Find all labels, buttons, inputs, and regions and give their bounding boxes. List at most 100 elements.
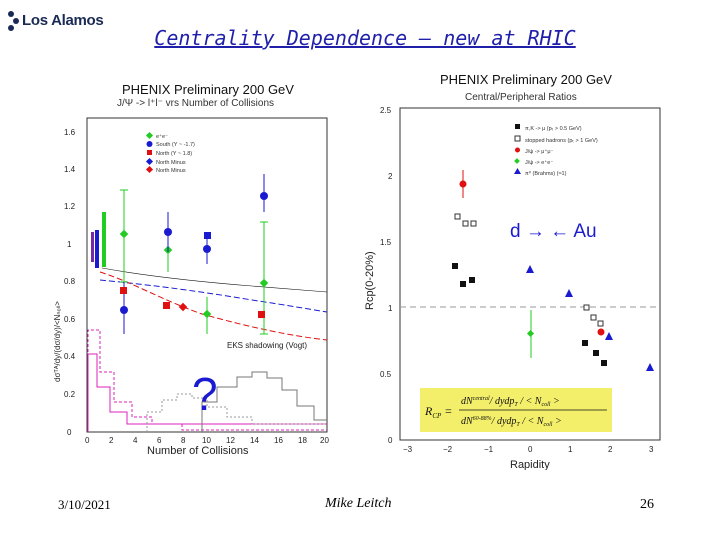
left-xtick: 12 <box>226 436 235 445</box>
left-xtick: 10 <box>202 436 211 445</box>
left-plot-frame <box>86 117 328 433</box>
left-ytick: 0.2 <box>64 390 76 399</box>
formula-numerator: dNcentral/ dydpT / < Ncoll > <box>461 396 560 408</box>
left-annotation: EKS shadowing (Vogt) <box>227 341 307 350</box>
right-xlabel: Rapidity <box>510 459 550 470</box>
right-point-open <box>470 220 477 227</box>
left-legend-item: e⁺e⁻ <box>156 133 168 140</box>
right-ytick: 0.5 <box>380 370 392 379</box>
left-point-blue <box>164 228 172 236</box>
right-y-ticks: 0 0.5 1 1.5 2 2.5 <box>380 106 393 445</box>
left-point-blue <box>203 245 211 253</box>
right-legend-item: π⁰ (Brahms) (≈1) <box>525 170 567 177</box>
right-plot-frame <box>399 107 661 441</box>
left-point-blue <box>260 192 268 200</box>
left-xtick: 18 <box>298 436 307 445</box>
rcp-formula: RCP = dNcentral/ dydpT / < Ncoll > dN60-… <box>420 388 612 432</box>
right-series-triangle <box>526 265 654 371</box>
left-plot-title: PHENIX Preliminary 200 GeV <box>122 82 294 97</box>
left-series-green <box>119 189 269 335</box>
right-series-black <box>452 263 607 366</box>
right-point-open <box>462 220 469 227</box>
left-point-red <box>163 302 170 309</box>
footer-date: 3/10/2021 <box>58 497 111 512</box>
left-point-green <box>119 229 129 239</box>
footer-author: Mike Leitch <box>325 496 392 511</box>
right-point-triangle <box>605 332 613 340</box>
left-band-green <box>102 212 106 267</box>
left-plot-subtitle: J/Ψ -> l⁺l⁻ vrs Number of Collisions <box>117 98 274 109</box>
left-series-blue <box>120 174 268 334</box>
right-ytick: 1 <box>388 304 393 313</box>
right-ytick: 2 <box>388 172 393 181</box>
left-histogram-gray <box>201 371 327 432</box>
formula-denominator: dN60-88%/ dydpT / < Ncoll > <box>461 416 562 428</box>
left-ytick: 1 <box>67 240 72 249</box>
left-point-green <box>259 278 269 288</box>
left-plot: PHENIX Preliminary 200 GeV J/Ψ -> l⁺l⁻ v… <box>53 82 329 457</box>
left-histogram-gray-dashed <box>146 393 327 432</box>
right-point-black <box>460 281 466 287</box>
right-xtick: −2 <box>443 445 453 454</box>
right-xtick: 0 <box>528 445 533 454</box>
right-point-open <box>597 320 604 327</box>
left-xtick: 20 <box>320 436 329 445</box>
right-point-triangle <box>526 265 534 273</box>
right-point-black <box>469 277 475 283</box>
right-ylabel: Rcp(0-20%) <box>364 251 376 310</box>
left-point-red-diamond <box>178 302 188 312</box>
right-legend-item: π,K -> μ (pₜ > 0.5 GeV) <box>525 126 582 132</box>
left-xlabel: Number of Collisions <box>147 445 249 457</box>
right-point-black <box>452 263 458 269</box>
right-point-green <box>526 329 535 338</box>
right-point-red <box>459 180 467 188</box>
left-ytick: 0 <box>67 428 72 437</box>
left-xtick: 16 <box>274 436 283 445</box>
left-band-purple <box>91 232 94 262</box>
right-xtick: −1 <box>484 445 494 454</box>
left-xtick: 2 <box>109 436 114 445</box>
right-point-triangle <box>565 289 573 297</box>
right-point-open <box>454 213 461 220</box>
slide-title: Centrality Dependence – new at RHIC <box>154 26 576 50</box>
right-xtick: −3 <box>403 445 413 454</box>
left-x-ticks: 0 2 4 6 8 10 12 14 16 18 20 <box>85 436 329 445</box>
right-plot-title: PHENIX Preliminary 200 GeV <box>440 72 612 87</box>
left-point-blue-square <box>204 232 211 239</box>
right-legend-item: stopped hadrons (pₜ > 1 GeV) <box>525 138 598 144</box>
left-point-green <box>202 309 212 319</box>
left-series-red <box>120 232 265 318</box>
left-xtick: 6 <box>157 436 162 445</box>
right-xtick: 3 <box>649 445 654 454</box>
left-curve-black <box>101 267 328 293</box>
left-legend-item: North Minus <box>156 160 186 166</box>
left-point-blue <box>120 306 128 314</box>
left-ytick: 1.4 <box>64 165 76 174</box>
right-legend-item: J/ψ -> e⁺e⁻ <box>525 159 553 166</box>
left-xtick: 8 <box>181 436 186 445</box>
right-point-open <box>590 314 597 321</box>
left-ytick: 0.6 <box>64 315 76 324</box>
question-mark: ? <box>192 368 218 420</box>
left-xtick: 14 <box>250 436 259 445</box>
left-xtick: 0 <box>85 436 90 445</box>
left-ytick: 0.4 <box>64 352 76 361</box>
left-ytick: 1.6 <box>64 128 76 137</box>
left-legend-item: North (Y ~ 1.8) <box>156 151 192 157</box>
right-legend-item: J/ψ -> μ⁺μ⁻ <box>525 148 554 155</box>
right-plot-subtitle: Central/Peripheral Ratios <box>465 92 577 103</box>
left-xtick: 4 <box>133 436 138 445</box>
left-histogram-magenta-solid <box>87 353 327 432</box>
right-point-black <box>582 340 588 346</box>
left-curve-blue <box>99 279 328 313</box>
left-point-red <box>120 287 127 294</box>
right-point-black <box>593 350 599 356</box>
left-curve-red <box>99 271 328 341</box>
left-point-red <box>258 311 265 318</box>
left-ytick: 1.2 <box>64 202 76 211</box>
right-series-red <box>459 170 605 336</box>
left-ylabel: dσᵀᴬ/dy/(dσ/dy)/<Nₙₒₗₗ> <box>53 301 62 382</box>
right-x-ticks: −3 −2 −1 0 1 2 3 <box>403 445 654 454</box>
right-point-open <box>583 304 590 311</box>
left-band-blue <box>95 230 99 268</box>
